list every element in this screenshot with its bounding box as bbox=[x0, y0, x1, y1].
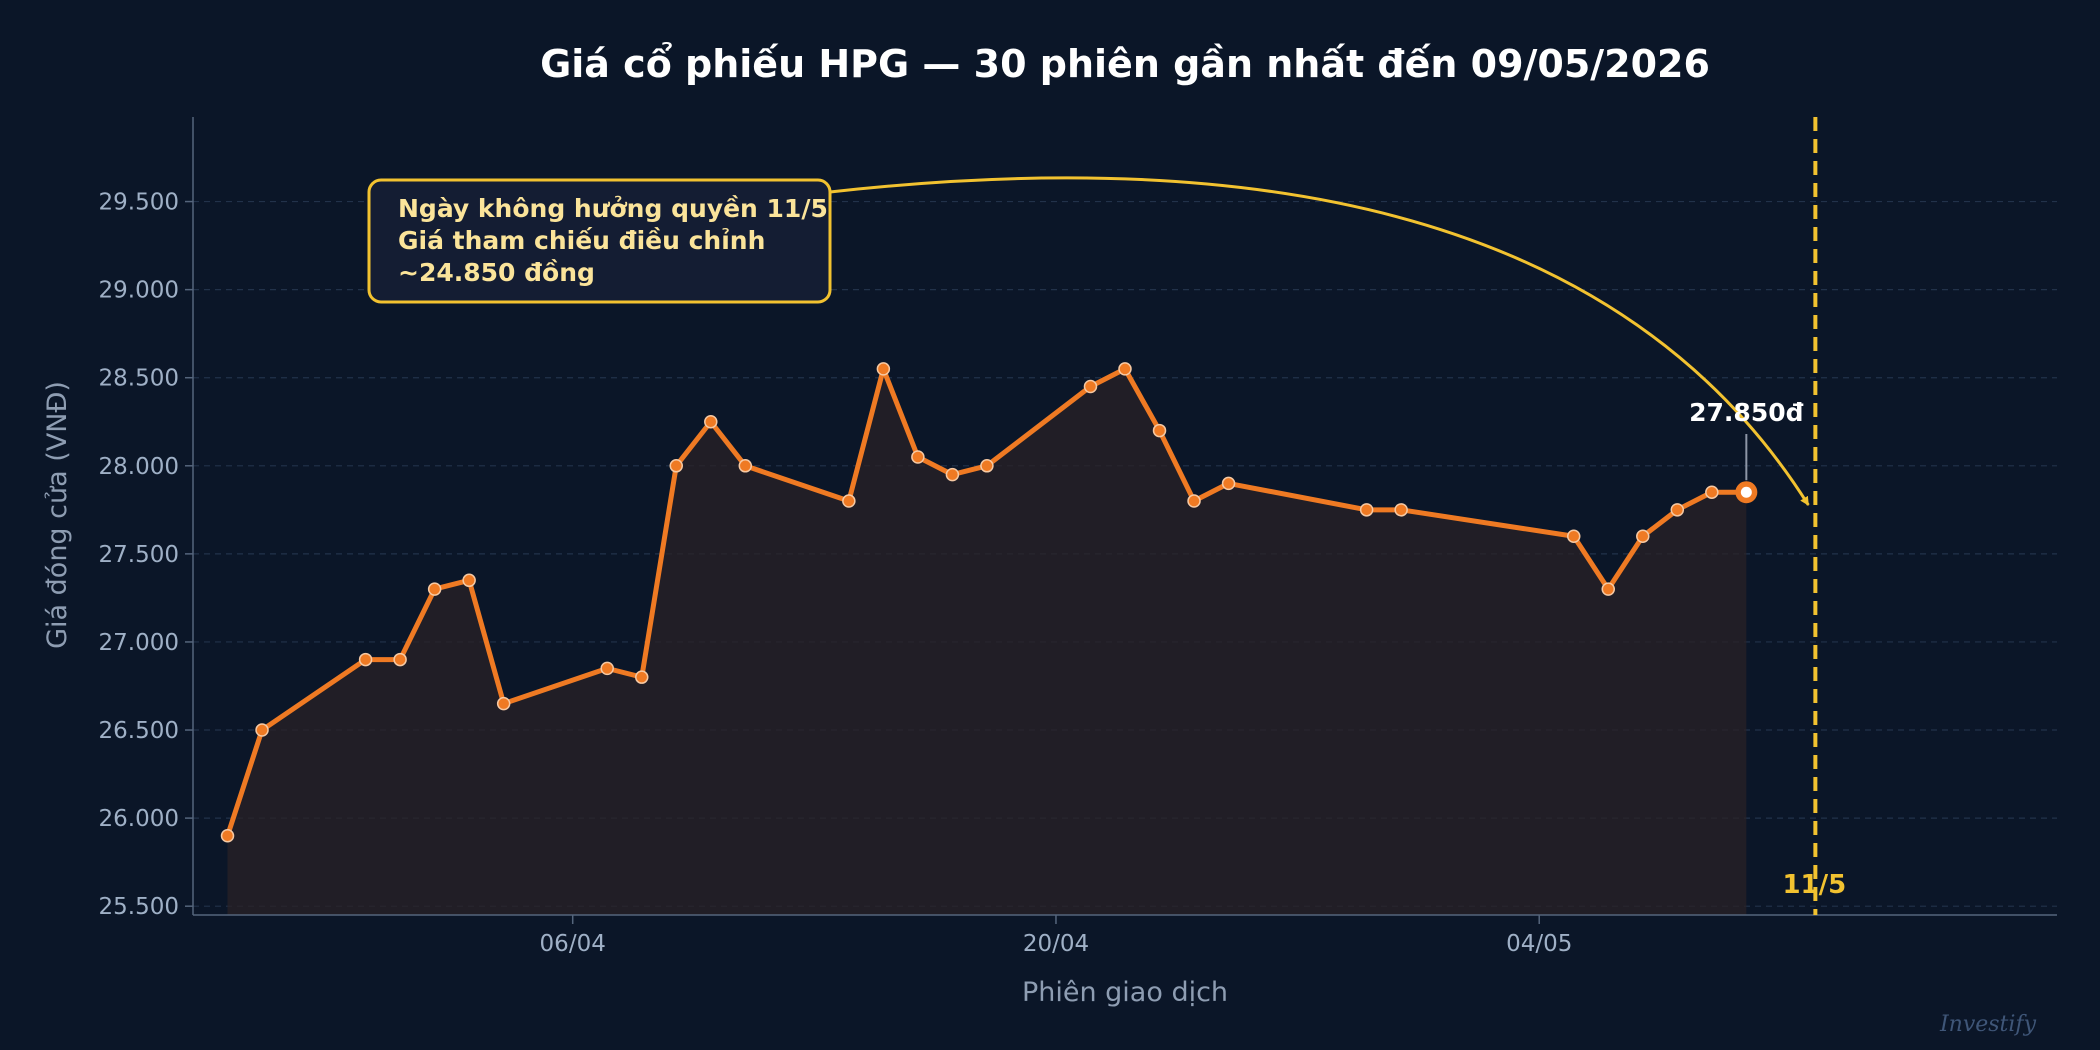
y-tick-label: 28.000 bbox=[99, 454, 179, 480]
x-tick-label: 04/05 bbox=[1506, 931, 1572, 957]
annotation-box bbox=[367, 178, 832, 304]
data-point bbox=[427, 582, 442, 596]
x-axis-ticks: 06/04 20/04 04/05 bbox=[540, 915, 1572, 957]
annotation-box-layer: Ngày không hưởng quyền 11/5 Giá tham chiế… bbox=[367, 178, 832, 304]
data-point bbox=[634, 670, 649, 684]
y-tick-label: 26.000 bbox=[99, 806, 179, 832]
data-point bbox=[980, 459, 994, 473]
y-tick-label: 29.000 bbox=[99, 278, 179, 304]
data-point bbox=[393, 652, 407, 667]
area-fill bbox=[227, 368, 1747, 915]
data-point bbox=[669, 459, 684, 473]
last-value-layer: 27.850đ bbox=[1689, 398, 1804, 481]
data-point bbox=[1083, 379, 1098, 394]
y-axis-ticks: 25.500 26.000 26.500 27.000 27.500 28.000 28.5… bbox=[99, 190, 193, 920]
x-tick-label: 06/04 bbox=[540, 931, 606, 957]
last-data-point bbox=[1740, 486, 1752, 498]
data-point bbox=[1187, 494, 1201, 508]
annotation-arrow-layer bbox=[829, 176, 1810, 506]
data-point bbox=[1221, 476, 1236, 491]
y-tick-label: 27.500 bbox=[99, 542, 179, 568]
data-point bbox=[496, 696, 511, 711]
data-point bbox=[911, 450, 925, 464]
data-point bbox=[1705, 485, 1719, 499]
data-point bbox=[1566, 529, 1581, 544]
data-point bbox=[1152, 423, 1167, 438]
data-point bbox=[1394, 503, 1408, 517]
chart-title: Giá cổ phiếu HPG — 30 phiên gần nhất đến… bbox=[540, 42, 1710, 86]
data-point bbox=[358, 652, 373, 667]
y-tick-label: 29.500 bbox=[99, 190, 179, 216]
y-tick-label: 26.500 bbox=[99, 718, 179, 744]
data-point bbox=[842, 494, 856, 508]
area-fill-layer bbox=[227, 368, 1747, 915]
y-tick-label: 27.000 bbox=[99, 630, 179, 656]
last-value-label: 27.850đ bbox=[1689, 398, 1803, 427]
y-axis-label: Giá đóng cửa (VNĐ) bbox=[42, 381, 73, 649]
data-point bbox=[462, 573, 476, 588]
annotation-line: ~24.850 đồng bbox=[398, 258, 595, 287]
data-point bbox=[738, 459, 753, 473]
x-axis-label: Phiên giao dịch bbox=[1022, 977, 1228, 1008]
data-point bbox=[220, 828, 235, 843]
data-point bbox=[600, 661, 614, 676]
data-point bbox=[1118, 362, 1132, 376]
data-point bbox=[1636, 529, 1650, 544]
annotation-line: Giá tham chiếu điều chỉnh bbox=[398, 226, 765, 255]
data-point bbox=[1601, 582, 1616, 596]
x-tick-label: 20/04 bbox=[1023, 931, 1089, 957]
y-tick-label: 28.500 bbox=[99, 366, 179, 392]
annotation-line: Ngày không hưởng quyền 11/5 bbox=[398, 194, 828, 223]
event-marker-layer: 11/5 bbox=[1782, 117, 1846, 915]
data-point bbox=[255, 723, 269, 737]
annotation-arrow bbox=[829, 176, 1810, 506]
watermark-text: Investify bbox=[1939, 1012, 2037, 1037]
y-tick-label: 25.500 bbox=[99, 894, 179, 920]
event-date-label: 11/5 bbox=[1782, 870, 1846, 900]
data-point bbox=[945, 467, 960, 482]
data-point bbox=[1359, 503, 1374, 517]
data-points bbox=[220, 362, 1758, 843]
data-point bbox=[1670, 503, 1685, 517]
data-point bbox=[876, 362, 891, 376]
axes bbox=[192, 117, 2057, 916]
data-point bbox=[704, 415, 718, 429]
